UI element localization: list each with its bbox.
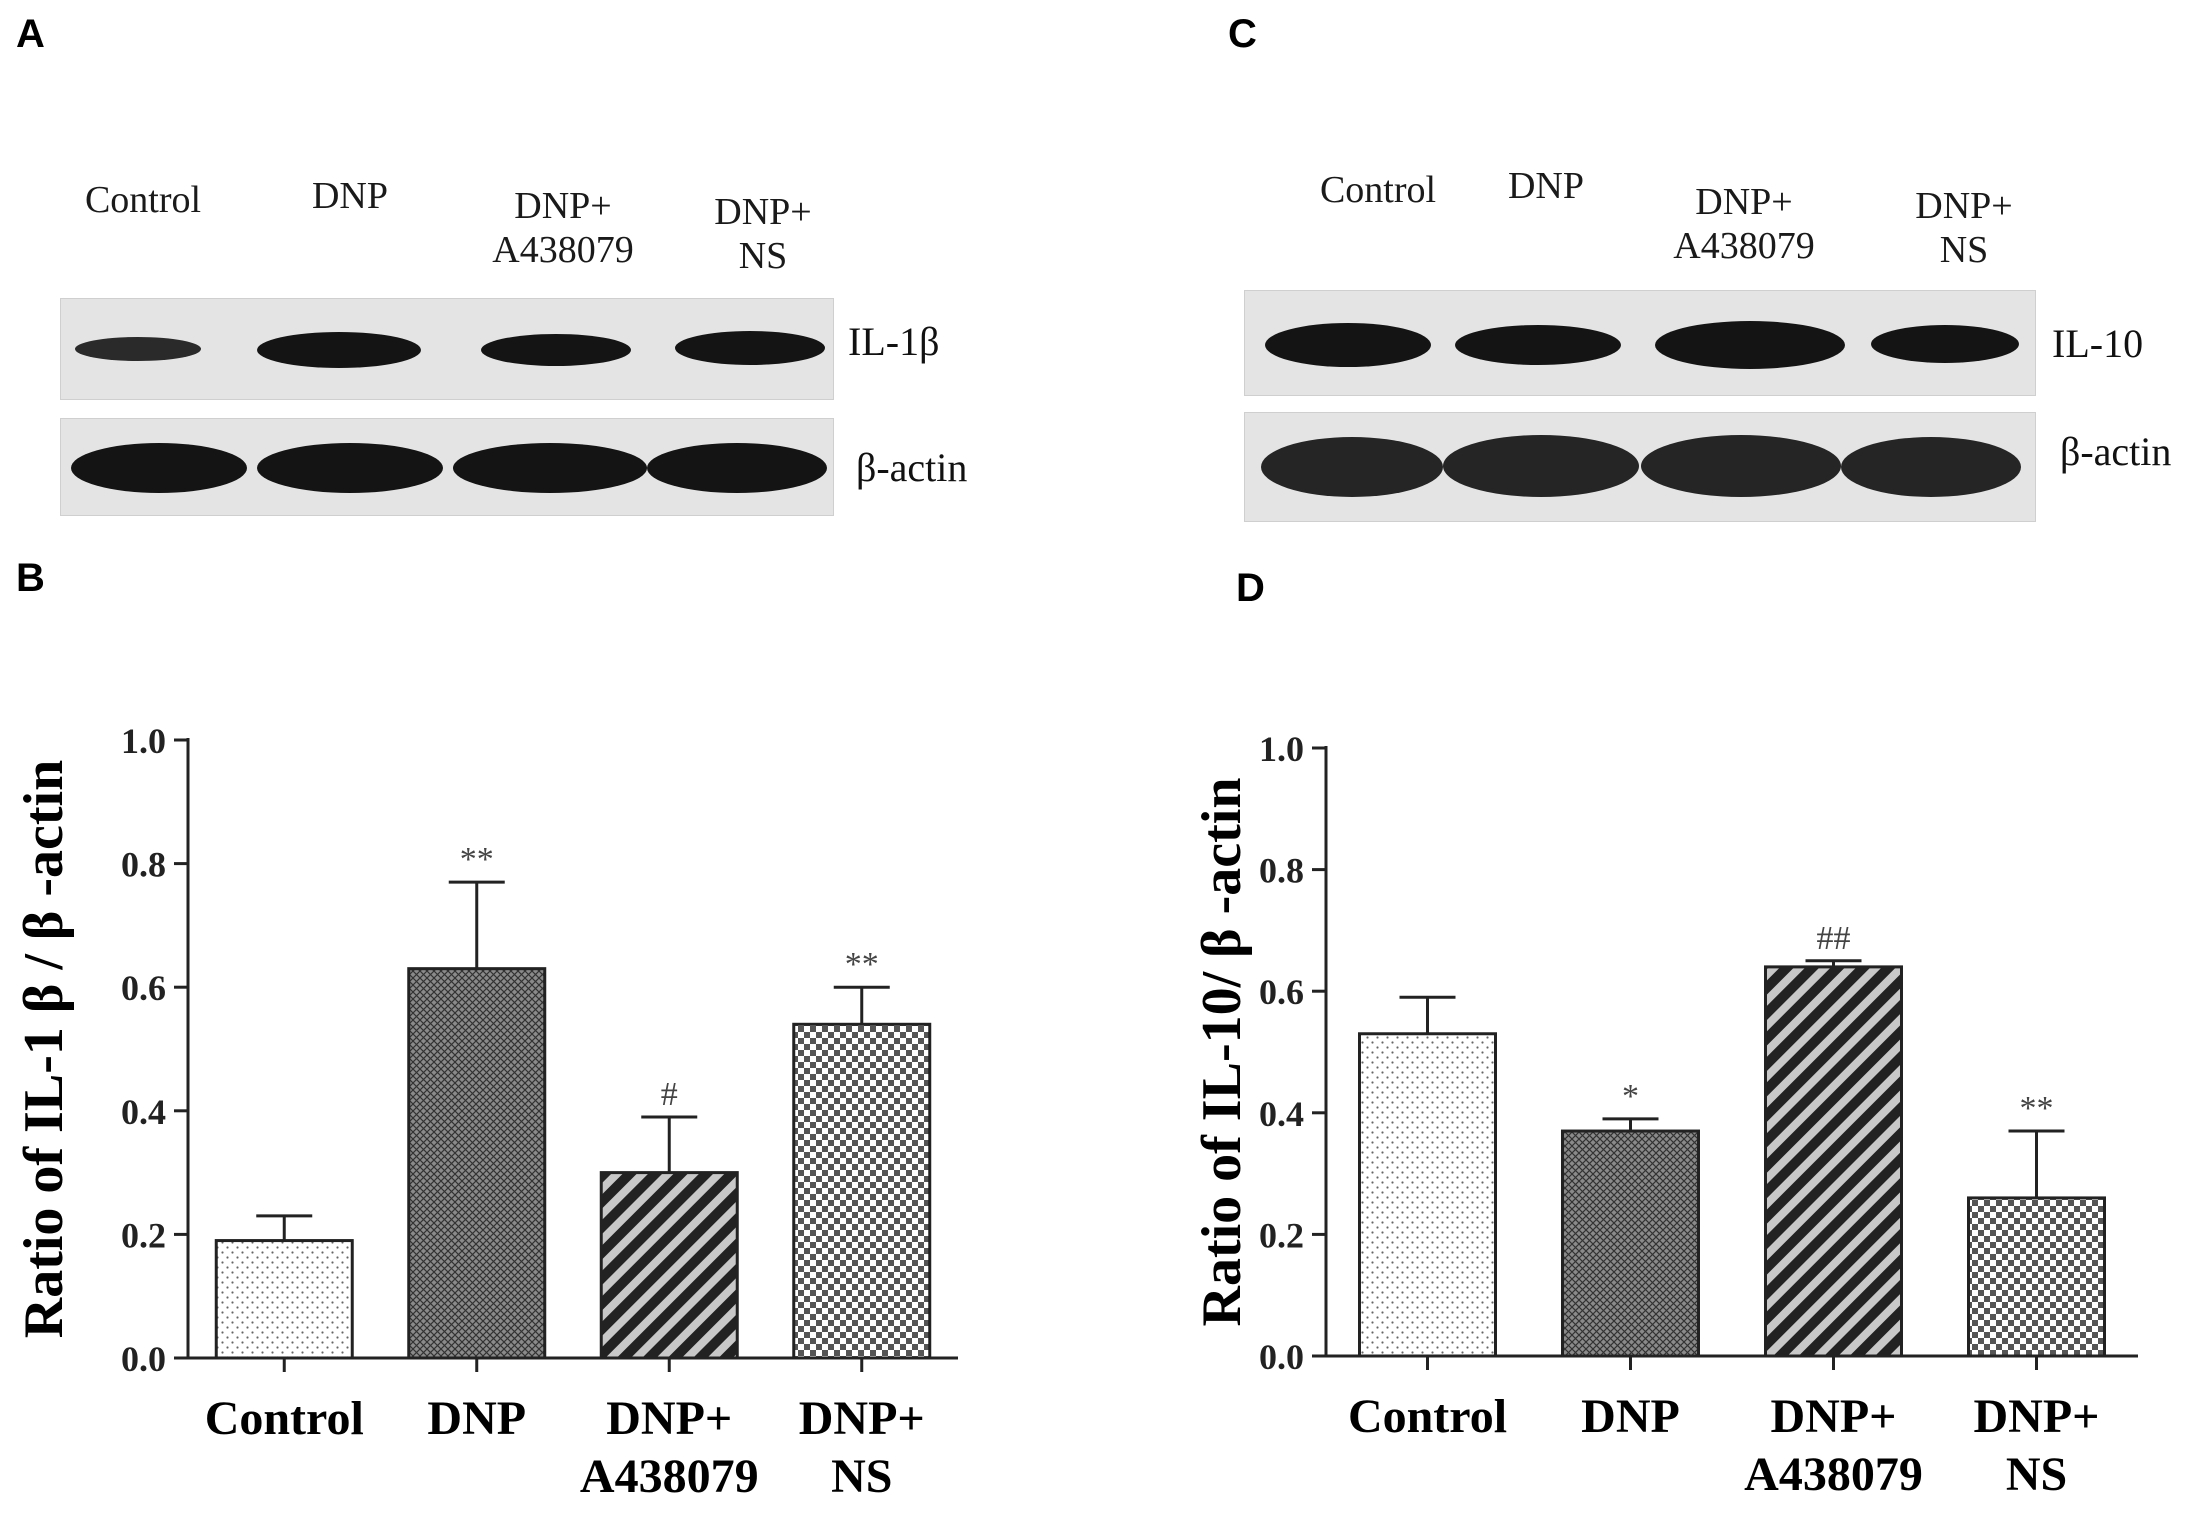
blot-a-protein-label: IL-1β (848, 319, 940, 364)
blot-band (1655, 321, 1845, 369)
x-tick-label: Control (1348, 1390, 1507, 1443)
blot-c-protein-label: IL-10 (2052, 321, 2144, 366)
panel-letter-a: A (16, 12, 45, 56)
bar-3 (792, 1022, 932, 1360)
y-tick-label: 0.2 (121, 1215, 166, 1255)
y-tick-label: 1.0 (121, 721, 166, 761)
blot-band (1265, 323, 1431, 367)
y-tick-label: 0.6 (121, 968, 166, 1008)
blot-band (1261, 437, 1443, 497)
blot-a-lane-label: DNP (311, 175, 389, 217)
blot-band (453, 443, 647, 493)
blot-c-lane-label: DNP (1507, 165, 1585, 207)
blot-band (675, 331, 825, 365)
blot-band (1443, 435, 1639, 497)
significance-marker: ** (2020, 1090, 2054, 1127)
panel-letter-c: C (1228, 12, 1257, 56)
significance-marker: # (661, 1076, 678, 1113)
blot-a-strip-target (60, 298, 834, 400)
x-tick-label: DNP (427, 1392, 526, 1445)
y-tick-label: 0.4 (121, 1092, 166, 1132)
x-tick-label: Control (205, 1392, 364, 1445)
blot-band (1841, 437, 2021, 497)
blot-band (257, 332, 421, 368)
blot-band (71, 443, 247, 493)
x-tick-label: DNP+ A438079 (580, 1392, 759, 1503)
blot-a-strip-actin (60, 418, 834, 516)
blot-a-lane-label: DNP+ A438079 (492, 185, 634, 271)
y-tick-label: 0.6 (1259, 972, 1304, 1012)
y-tick-label: 0.2 (1259, 1215, 1304, 1255)
blot-a-lane-label: DNP+ NS (714, 191, 812, 277)
blot-band (481, 334, 631, 366)
bar-1 (1561, 1129, 1700, 1358)
blot-band (1641, 435, 1841, 497)
x-tick-label: DNP (1581, 1390, 1680, 1443)
significance-marker: * (1622, 1078, 1639, 1115)
panel-letter-d: D (1236, 566, 1265, 610)
y-axis-label: Ratio of IL-10/ β -actin (1191, 777, 1253, 1326)
blot-a-protein-label: β-actin (856, 445, 968, 490)
blot-c-strip-actin (1244, 412, 2036, 522)
blot-band (75, 337, 201, 361)
bar-2 (1764, 965, 1903, 1358)
blot-band (257, 443, 443, 493)
y-tick-label: 0.4 (1259, 1094, 1304, 1134)
x-tick-label: DNP+ A438079 (1744, 1390, 1923, 1501)
blot-c-lane-label: DNP+ A438079 (1673, 181, 1815, 267)
blot-a-lane-label: Control (84, 179, 202, 221)
blot-band (1871, 325, 2019, 363)
x-tick-label: DNP+ NS (799, 1392, 925, 1503)
blot-c-lane-label: Control (1319, 169, 1437, 211)
panel-letter-b: B (16, 556, 45, 600)
y-tick-label: 0.0 (121, 1339, 166, 1379)
y-tick-label: 0.8 (1259, 851, 1304, 891)
y-tick-label: 0.0 (1259, 1337, 1304, 1377)
blot-c-lane-label: DNP+ NS (1915, 185, 2013, 271)
bar-1 (407, 967, 547, 1360)
x-tick-label: DNP+ NS (1974, 1390, 2100, 1501)
y-axis-label: Ratio of IL-1 β / β -actin (13, 760, 75, 1339)
blot-band (647, 443, 827, 493)
significance-marker: ** (460, 841, 494, 878)
blot-band (1455, 325, 1621, 365)
bar-0 (214, 1239, 354, 1360)
significance-marker: ## (1817, 920, 1851, 957)
bar-0 (1358, 1032, 1497, 1358)
bar-2 (599, 1171, 739, 1360)
bar-chart-il1b: 0.0 0.2 0.4 0.6 0.8 1.0 Ratio of IL-1 β / β -a… (13, 721, 958, 1503)
y-tick-label: 1.0 (1259, 729, 1304, 769)
blot-c-protein-label: β-actin (2060, 429, 2172, 474)
significance-marker: ** (845, 946, 879, 983)
bar-3 (1967, 1196, 2106, 1358)
y-tick-label: 0.8 (121, 845, 166, 885)
blot-c-strip-target (1244, 290, 2036, 396)
